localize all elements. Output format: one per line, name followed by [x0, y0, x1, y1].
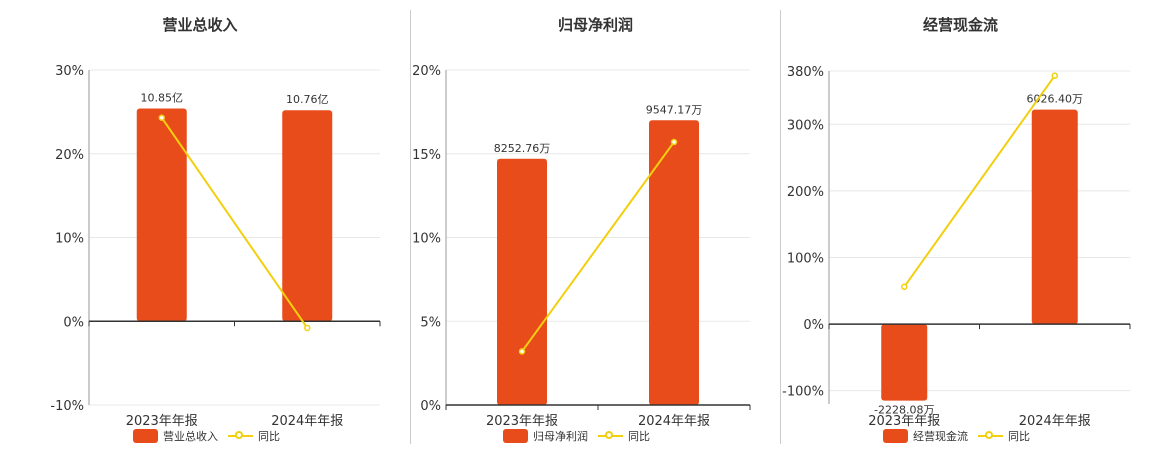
bar	[136, 108, 187, 322]
legend-line-label: 同比	[628, 430, 650, 443]
y-tick-label: 200%	[787, 185, 824, 200]
bar	[1031, 109, 1078, 325]
legend: 营业总收入 同比	[133, 428, 280, 444]
panel-divider	[780, 10, 781, 444]
bar	[881, 324, 928, 401]
legend-line-label: 同比	[258, 430, 280, 443]
legend-bar-label: 经营现金流	[913, 430, 968, 443]
bar	[649, 120, 699, 405]
yoy-point	[304, 324, 311, 332]
bar-data-label: -2228.08万	[874, 404, 934, 417]
chart-panel-revenue: 营业总收入 -10% 0% 10% 20% 30% 10.85亿 10.76亿 2023年年报…	[0, 0, 400, 450]
legend-bar-swatch	[503, 429, 528, 443]
legend-bar-swatch	[133, 429, 158, 443]
y-tick-label: 10%	[55, 232, 84, 247]
legend-line-label: 同比	[1008, 430, 1030, 443]
y-tick-label: 300%	[787, 118, 824, 133]
legend-line-swatch	[228, 429, 253, 443]
y-tick-label: 20%	[412, 64, 441, 79]
category-label: 2023年年报	[868, 414, 940, 429]
chart-svg-revenue: -10% 0% 10% 20% 30% 10.85亿 10.76亿 2023年年报 2024年年…	[50, 64, 381, 429]
y-tick-label: 15%	[412, 148, 441, 163]
y-tick-label: 0%	[420, 399, 441, 414]
y-tick-label: -10%	[50, 399, 84, 414]
y-tick-label: 100%	[787, 251, 824, 266]
category-label: 2024年年报	[1019, 414, 1091, 429]
chart-panel-net-profit: 归母净利润 0% 5% 10% 15% 20% 8252.76万 9547.17万 2023年…	[412, 16, 751, 444]
legend: 归母净利润 同比	[503, 428, 650, 444]
y-tick-label: 0%	[63, 315, 84, 330]
chart-title: 归母净利润	[557, 16, 633, 34]
legend-bar-swatch	[883, 429, 908, 443]
legend-bar-label: 归母净利润	[533, 430, 588, 443]
yoy-point	[901, 283, 908, 291]
yoy-point	[1051, 72, 1058, 79]
yoy-point	[158, 114, 165, 121]
chart-title: 营业总收入	[162, 16, 238, 34]
yoy-point	[670, 138, 678, 146]
bar	[282, 110, 333, 322]
chart-title: 经营现金流	[922, 16, 998, 34]
y-tick-label: -100%	[782, 385, 824, 400]
category-label: 2024年年报	[638, 414, 710, 429]
chart-svg-net-profit: 0% 5% 10% 15% 20% 8252.76万 9547.17万 2023年年报 2024…	[412, 64, 751, 429]
y-tick-label: 30%	[55, 64, 84, 79]
yoy-point	[518, 348, 526, 355]
y-tick-label: 10%	[412, 232, 441, 247]
category-label: 2024年年报	[271, 414, 343, 429]
panel-divider	[410, 10, 411, 444]
y-tick-label: 5%	[420, 315, 441, 330]
yoy-line	[160, 117, 309, 329]
yoy-line	[521, 141, 675, 352]
legend-line-swatch	[978, 429, 1003, 443]
y-tick-label: 0%	[803, 318, 824, 333]
legend: 经营现金流 同比	[883, 428, 1030, 444]
bar-data-label: 9547.17万	[646, 103, 703, 116]
legend-bar-label: 营业总收入	[163, 430, 218, 443]
y-tick-label: 380%	[787, 65, 824, 80]
y-tick-label: 20%	[55, 148, 84, 163]
category-label: 2023年年报	[486, 414, 558, 429]
bar-data-label: 10.76亿	[286, 93, 329, 106]
bar	[497, 158, 547, 405]
bar-data-label: 10.85亿	[141, 92, 184, 105]
yoy-line	[903, 75, 1056, 288]
legend-line-swatch	[598, 429, 623, 443]
bar-data-label: 8252.76万	[494, 142, 551, 155]
category-label: 2023年年报	[126, 414, 198, 429]
